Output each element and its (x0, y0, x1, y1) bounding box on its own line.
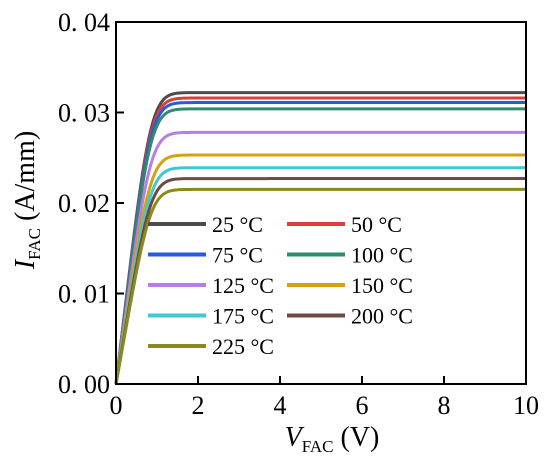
plot-area: 0 2 4 6 8 10 0. 00 0. 01 0. 02 0. 03 0. 04 (58, 8, 539, 420)
x-axis-label: VFAC (V) (285, 422, 380, 456)
x-label-main: V (285, 422, 305, 453)
y-tick-label: 0. 04 (58, 8, 110, 37)
series-line-9 (114, 187, 526, 385)
y-tick-label: 0. 00 (58, 370, 110, 399)
legend: 25 °C 50 °C 75 °C 100 °C 125 °C 150 °C 175 °C 2… (148, 212, 413, 359)
legend-label: 200 °C (351, 304, 413, 329)
y-label-unit: (A/mm) (10, 131, 41, 228)
series-line-1 (114, 91, 526, 385)
legend-label: 150 °C (351, 273, 413, 298)
x-tick-label: 0 (110, 391, 123, 420)
legend-label: 125 °C (212, 273, 274, 298)
x-tick-label: 10 (513, 391, 539, 420)
x-label-sub: FAC (302, 437, 334, 456)
series-line-6 (114, 153, 526, 385)
series-lines (114, 91, 526, 385)
y-ticks: 0. 00 0. 01 0. 02 0. 03 0. 04 (58, 8, 124, 399)
series-line-5 (114, 130, 526, 385)
legend-label: 25 °C (212, 212, 263, 237)
legend-label: 75 °C (212, 243, 263, 268)
y-axis-label: IFAC (A/mm) (10, 131, 44, 270)
y-label-main: I (10, 258, 41, 270)
y-label-sub: FAC (25, 228, 44, 260)
x-label-unit: (V) (334, 422, 380, 453)
y-tick-label: 0. 03 (58, 99, 110, 128)
series-line-4 (114, 107, 526, 385)
x-tick-label: 6 (356, 391, 369, 420)
series-line-7 (114, 166, 526, 385)
legend-label: 100 °C (351, 243, 413, 268)
x-tick-label: 8 (438, 391, 451, 420)
legend-label: 225 °C (212, 334, 274, 359)
x-tick-label: 2 (192, 391, 205, 420)
axes-frame (115, 21, 527, 385)
y-tick-label: 0. 02 (58, 189, 110, 218)
legend-label: 50 °C (351, 212, 402, 237)
y-tick-label: 0. 01 (58, 280, 110, 309)
series-line-8 (114, 177, 526, 385)
x-tick-label: 4 (274, 391, 287, 420)
series-line-3 (114, 101, 526, 385)
series-line-2 (114, 96, 526, 385)
x-ticks: 0 2 4 6 8 10 (110, 376, 539, 420)
legend-label: 175 °C (212, 304, 274, 329)
